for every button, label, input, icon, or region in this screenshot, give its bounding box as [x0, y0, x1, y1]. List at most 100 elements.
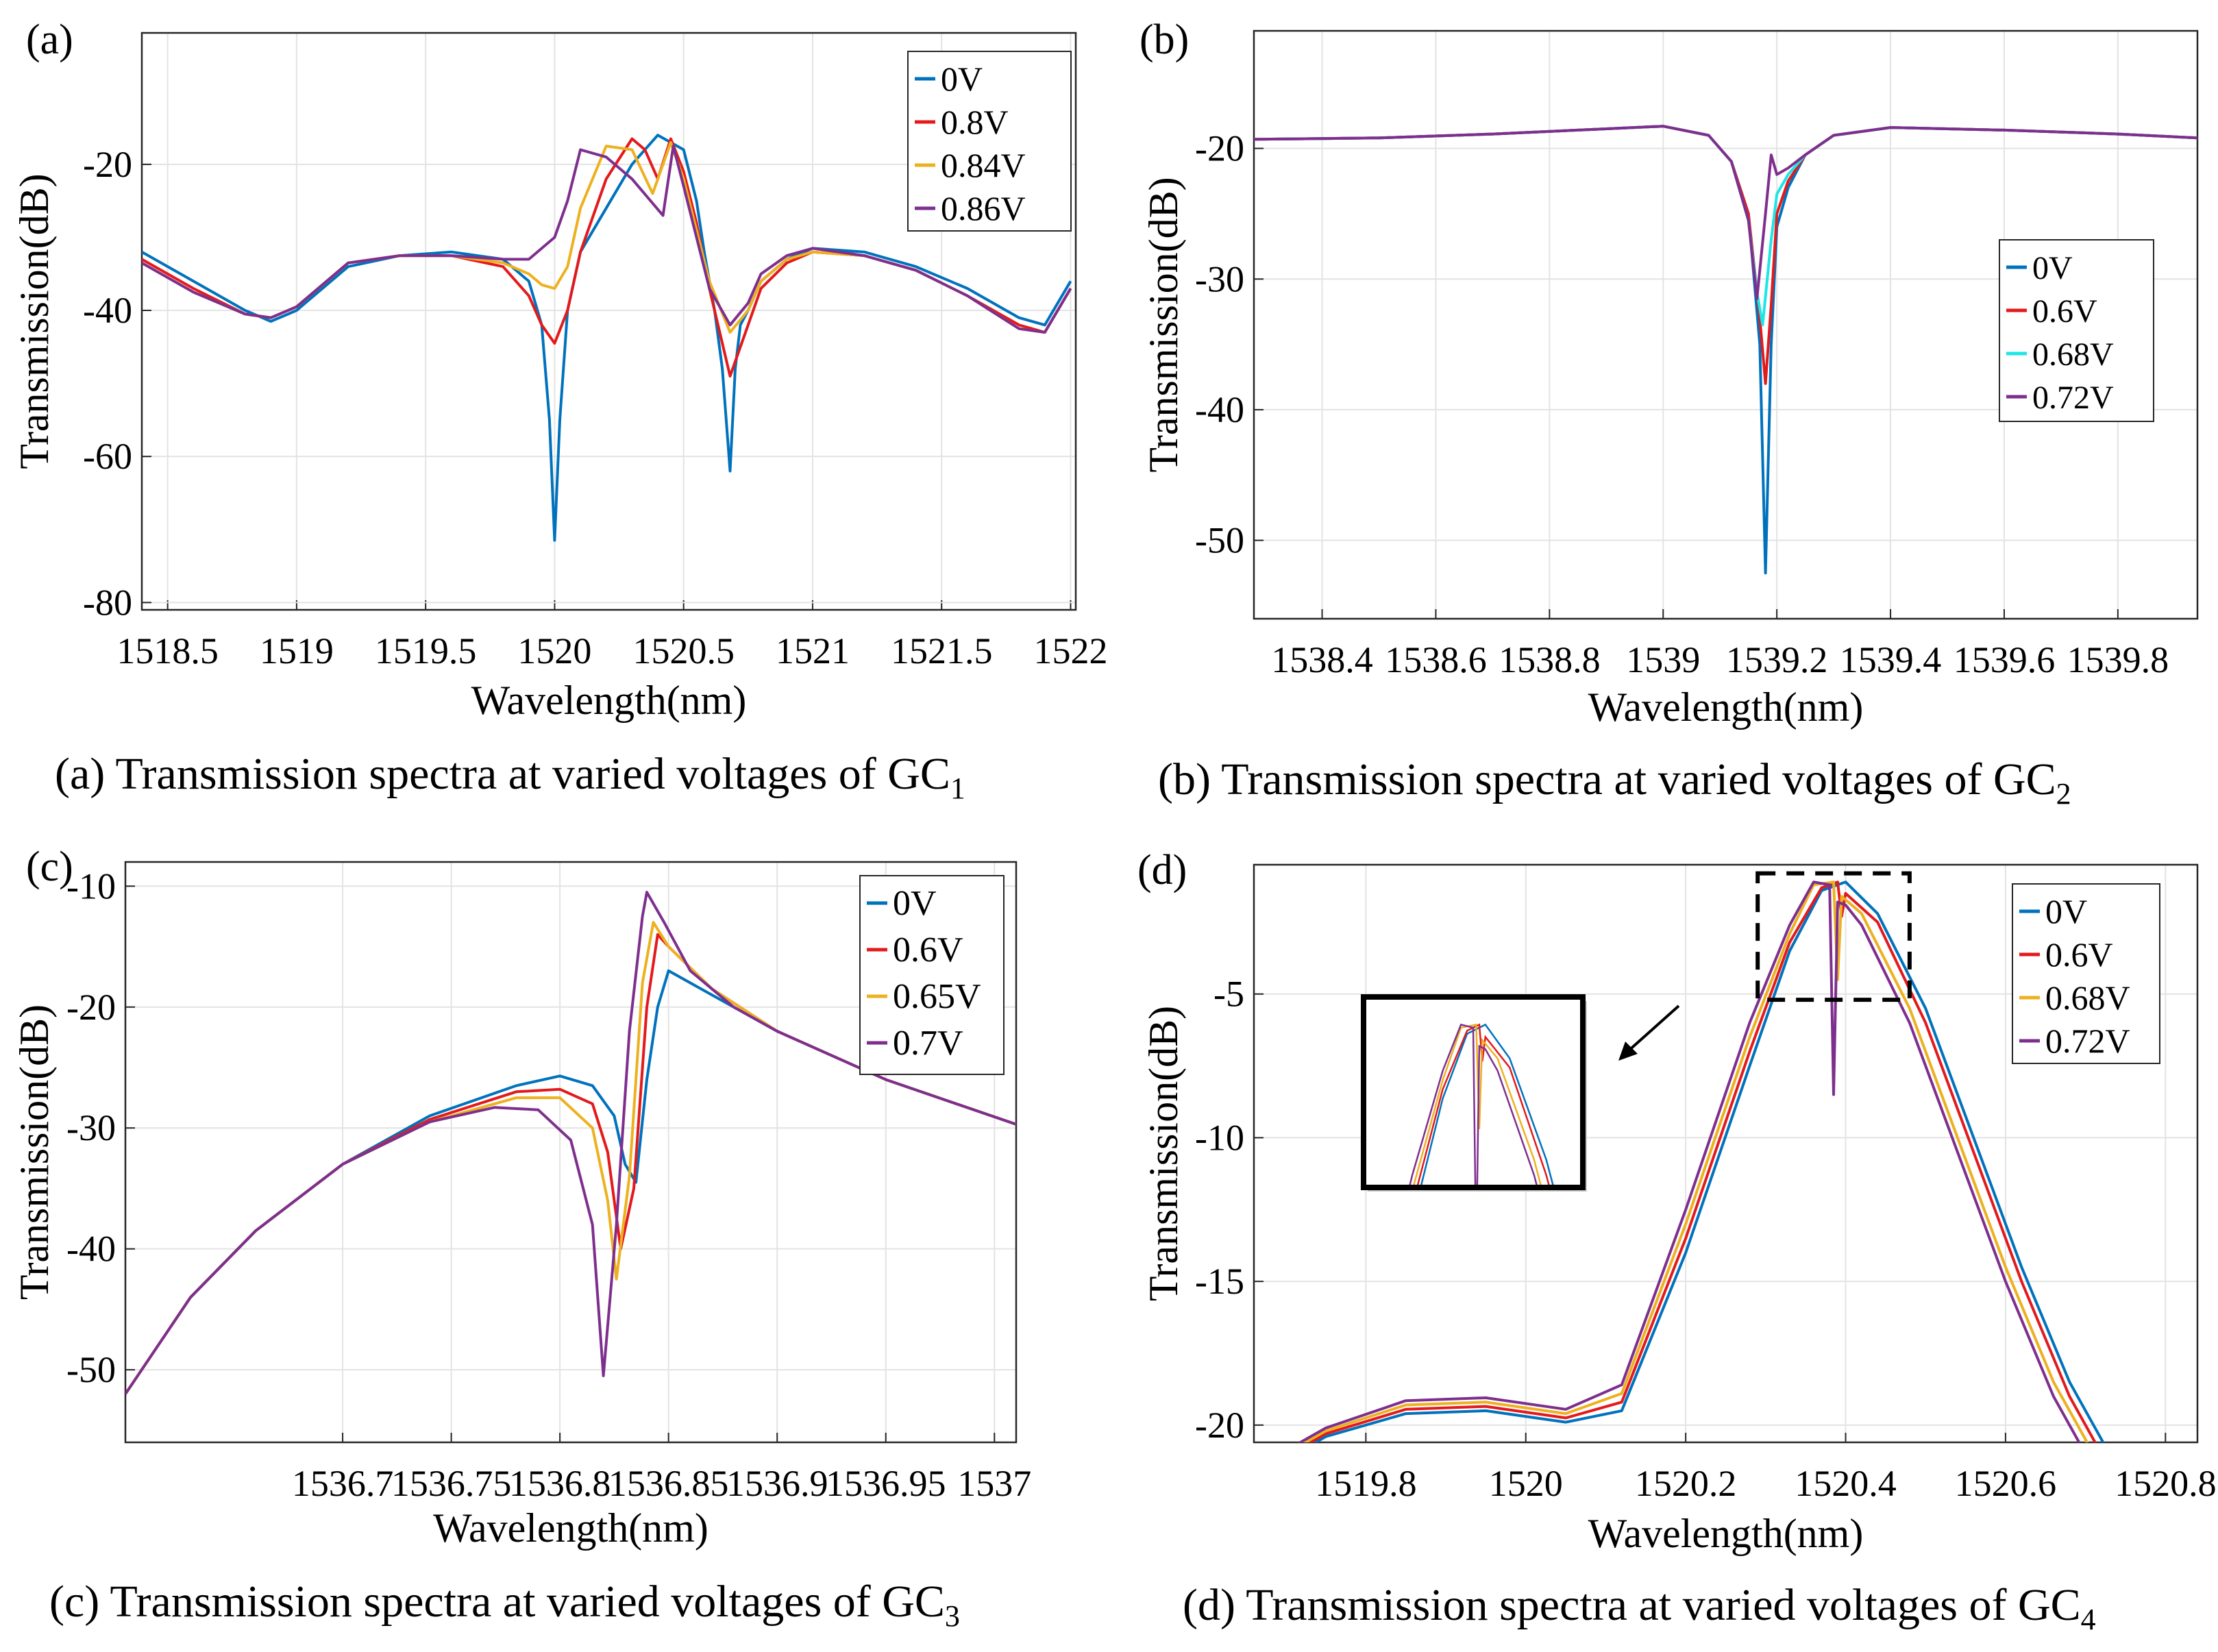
- caption-c: (c) Transmission spectra at varied volta…: [49, 1577, 960, 1633]
- y-tick-label: -40: [83, 290, 132, 331]
- y-tick-label: -20: [1195, 1405, 1244, 1446]
- series-line-0-86V: [142, 145, 1072, 334]
- x-tick-label: 1520.2: [1635, 1463, 1737, 1504]
- legend-entry: 0.8V: [941, 103, 1009, 141]
- inset-box: [1361, 994, 1586, 1190]
- x-tick-label: 1520.4: [1795, 1463, 1897, 1504]
- y-tick-label: -20: [83, 144, 132, 185]
- series-line-0-72V: [1297, 880, 2081, 1442]
- legend: 0V 0.6V 0.65V 0.7V: [859, 875, 1005, 1075]
- x-tick-label: 1519: [260, 630, 334, 671]
- legend-entry: 0V: [893, 884, 937, 923]
- y-axis-label: Transmission(dB): [1141, 177, 1186, 472]
- legend-entry: 0.6V: [2045, 935, 2113, 974]
- axes-frame: [1253, 863, 2199, 1444]
- inset-series-line: [1409, 1023, 1538, 1185]
- x-tick-label: 1520: [1489, 1463, 1563, 1504]
- inset-series-line: [1416, 1023, 1550, 1185]
- x-tick-label: 1538.6: [1385, 639, 1487, 680]
- y-tick-label: -10: [1195, 1117, 1244, 1158]
- panel-b: 1538.4 1538.6 1538.8 1539 1539.2 1539.4 1539.6…: [1139, 16, 2199, 730]
- x-axis-label: Wavelength(nm): [433, 1505, 708, 1551]
- x-tick-label: 1519.5: [375, 630, 477, 671]
- y-tick-label: -15: [1195, 1261, 1244, 1302]
- legend-entry: 0.86V: [941, 189, 1026, 227]
- legend: 0V 0.6V 0.68V 0.72V: [2012, 883, 2160, 1064]
- axes-frame: [140, 32, 1077, 611]
- axes-frame: [1253, 29, 2199, 620]
- caption-a: (a) Transmission spectra at varied volta…: [55, 749, 965, 805]
- zoom-region-box: [1755, 871, 1912, 1002]
- inset-series-line: [1413, 1023, 1542, 1185]
- x-tick-label: 1536.85: [608, 1463, 729, 1504]
- x-axis-label: Wavelength(nm): [471, 678, 747, 723]
- x-tick-label: 1518.5: [116, 630, 219, 671]
- panel-label: (c): [26, 843, 73, 890]
- x-tick-label: 1519.8: [1315, 1463, 1417, 1504]
- x-tick-label: 1520.6: [1955, 1463, 2057, 1504]
- series-group: [142, 134, 1072, 542]
- series-line-0-6V: [1307, 880, 2097, 1442]
- x-tick-label: 1536.7: [292, 1463, 394, 1504]
- legend-entry: 0V: [2032, 250, 2073, 286]
- panel-label: (d): [1137, 847, 1187, 893]
- caption-d: (d) Transmission spectra at varied volta…: [1183, 1580, 2096, 1636]
- series-line-0-68V: [1303, 880, 2089, 1442]
- x-tick-label: 1521.5: [891, 630, 993, 671]
- x-tick-label: 1521: [776, 630, 850, 671]
- legend-entry: 0.6V: [2032, 293, 2097, 330]
- legend-entry: 0.68V: [2032, 336, 2114, 373]
- inset-arrow-line: [1626, 1004, 1680, 1053]
- y-tick-label: -60: [83, 436, 132, 477]
- legend-entry: 0.68V: [2045, 978, 2130, 1017]
- x-tick-label: 1537: [957, 1463, 1031, 1504]
- x-tick-label: 1536.95: [826, 1463, 946, 1504]
- y-tick-label: -40: [66, 1229, 116, 1270]
- inset-series-line: [1420, 1023, 1554, 1185]
- y-tick-label: -50: [66, 1349, 116, 1390]
- y-axis-label: Transmission(dB): [12, 173, 57, 469]
- y-tick-label: -30: [66, 1107, 116, 1148]
- legend: 0V 0.6V 0.68V 0.72V: [1999, 239, 2154, 422]
- y-tick-label: -10: [66, 865, 116, 907]
- y-tick-label: -5: [1213, 974, 1244, 1015]
- y-axis-label: Transmission(dB): [1141, 1006, 1186, 1301]
- x-tick-label: 1539.6: [1954, 639, 2056, 680]
- series-line-0-72V: [1254, 125, 2197, 300]
- y-tick-label: -40: [1195, 389, 1244, 430]
- y-axis-label: Transmission(dB): [12, 1004, 57, 1300]
- caption-b: (b) Transmission spectra at varied volta…: [1158, 754, 2071, 811]
- x-tick-label: 1520.8: [2115, 1463, 2217, 1504]
- y-tick-label: -20: [66, 987, 116, 1028]
- legend-entry: 0.7V: [893, 1024, 963, 1063]
- legend-entry: 0.6V: [893, 930, 963, 970]
- legend-entry: 0.84V: [941, 146, 1026, 184]
- series-group: [1254, 125, 2197, 575]
- series-line-0-7V: [125, 891, 1016, 1395]
- y-tick-label: -20: [1195, 128, 1244, 169]
- inset-series-group: [1409, 1023, 1554, 1185]
- x-tick-label: 1522: [1033, 630, 1107, 671]
- axes-frame: [124, 861, 1018, 1444]
- panel-a: 1518.5 1519 1519.5 1520 1520.5 1521 1521.5 1522…: [12, 16, 1107, 723]
- legend-box: [2012, 883, 2160, 1064]
- x-tick-label: 1536.75: [391, 1463, 512, 1504]
- x-tick-label: 1539.8: [2067, 639, 2169, 680]
- legend-entry: 0.72V: [2032, 380, 2114, 416]
- legend-entry: 0V: [941, 60, 983, 98]
- legend-entry: 0.65V: [893, 977, 981, 1016]
- x-tick-label: 1539.4: [1840, 639, 1942, 680]
- panel-label: (b): [1139, 16, 1189, 63]
- x-tick-label: 1538.8: [1499, 639, 1601, 680]
- panel-label: (a): [26, 16, 73, 63]
- x-tick-label: 1536.8: [509, 1463, 611, 1504]
- series-group: [125, 891, 1016, 1395]
- x-tick-label: 1520.5: [632, 630, 735, 671]
- y-tick-label: -80: [83, 582, 132, 623]
- legend-box: [1999, 239, 2154, 422]
- series-group: [1297, 880, 2105, 1442]
- x-tick-label: 1539.2: [1726, 639, 1828, 680]
- series-line-0V: [1313, 880, 2105, 1442]
